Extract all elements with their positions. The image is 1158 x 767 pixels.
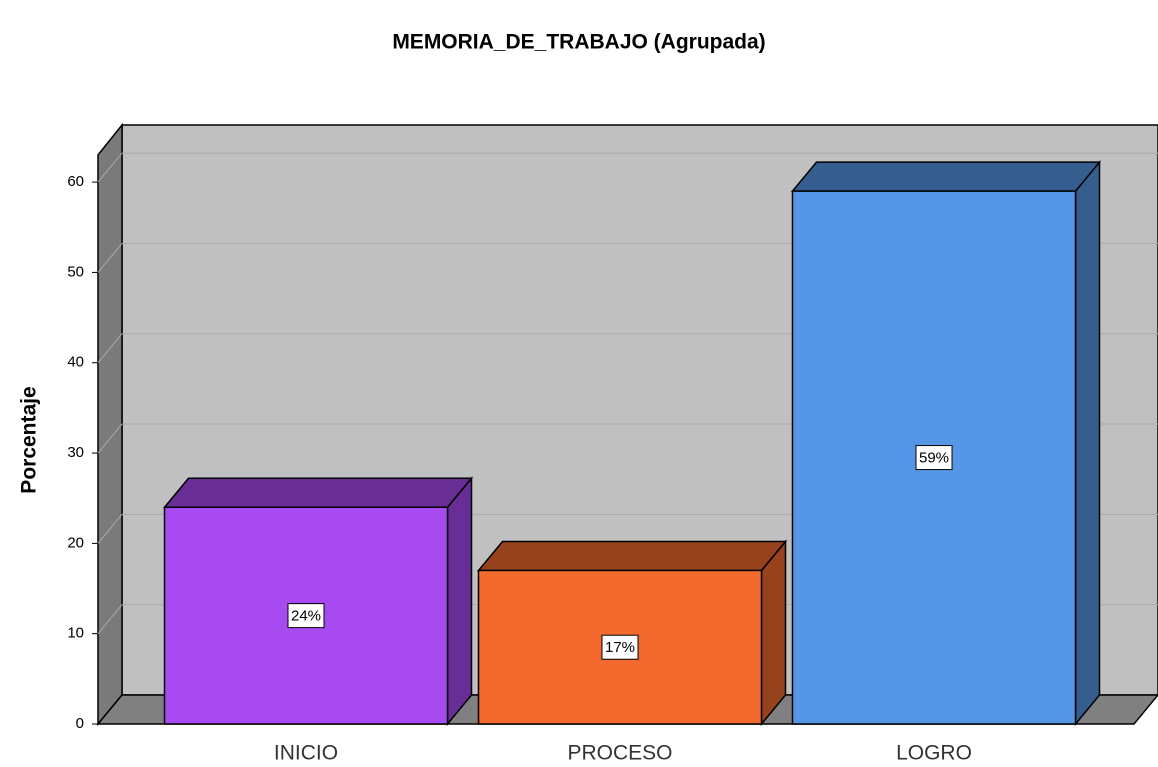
bar-side [1074,160,1101,727]
x-tick-label: INICIO [274,742,338,765]
x-tick-label: PROCESO [567,742,672,765]
grid-line [97,333,123,364]
value-label: 17% [605,639,635,656]
y-tick-label: 40 [67,354,84,371]
grid-line [97,423,123,454]
grid-line [97,152,123,183]
grid-line [97,243,123,273]
value-label: 59% [919,450,949,467]
grid-line [97,514,123,544]
y-tick-label: 0 [76,715,84,732]
bar-top [476,540,788,572]
bar-top [790,161,1102,192]
y-tick-label: 10 [67,625,84,642]
value-label: 24% [291,608,321,625]
grid-line [97,604,123,635]
y-axis-title: Porcentaje [18,386,41,493]
y-tick-label: 30 [67,444,84,461]
x-tick-label: LOGRO [896,742,972,765]
bar-side [446,476,473,727]
y-tick-label: 50 [67,263,84,280]
bar-top [162,477,474,508]
chart-title: MEMORIA_DE_TRABAJO (Agrupada) [392,31,765,54]
value-label-box [915,445,953,471]
value-label-box [601,634,639,660]
bar-side [760,539,787,727]
value-label-box [287,603,325,629]
bar [791,190,1077,725]
y-tick-label: 20 [67,534,84,551]
y-tick-label: 60 [67,173,84,190]
side-wall [97,122,123,727]
